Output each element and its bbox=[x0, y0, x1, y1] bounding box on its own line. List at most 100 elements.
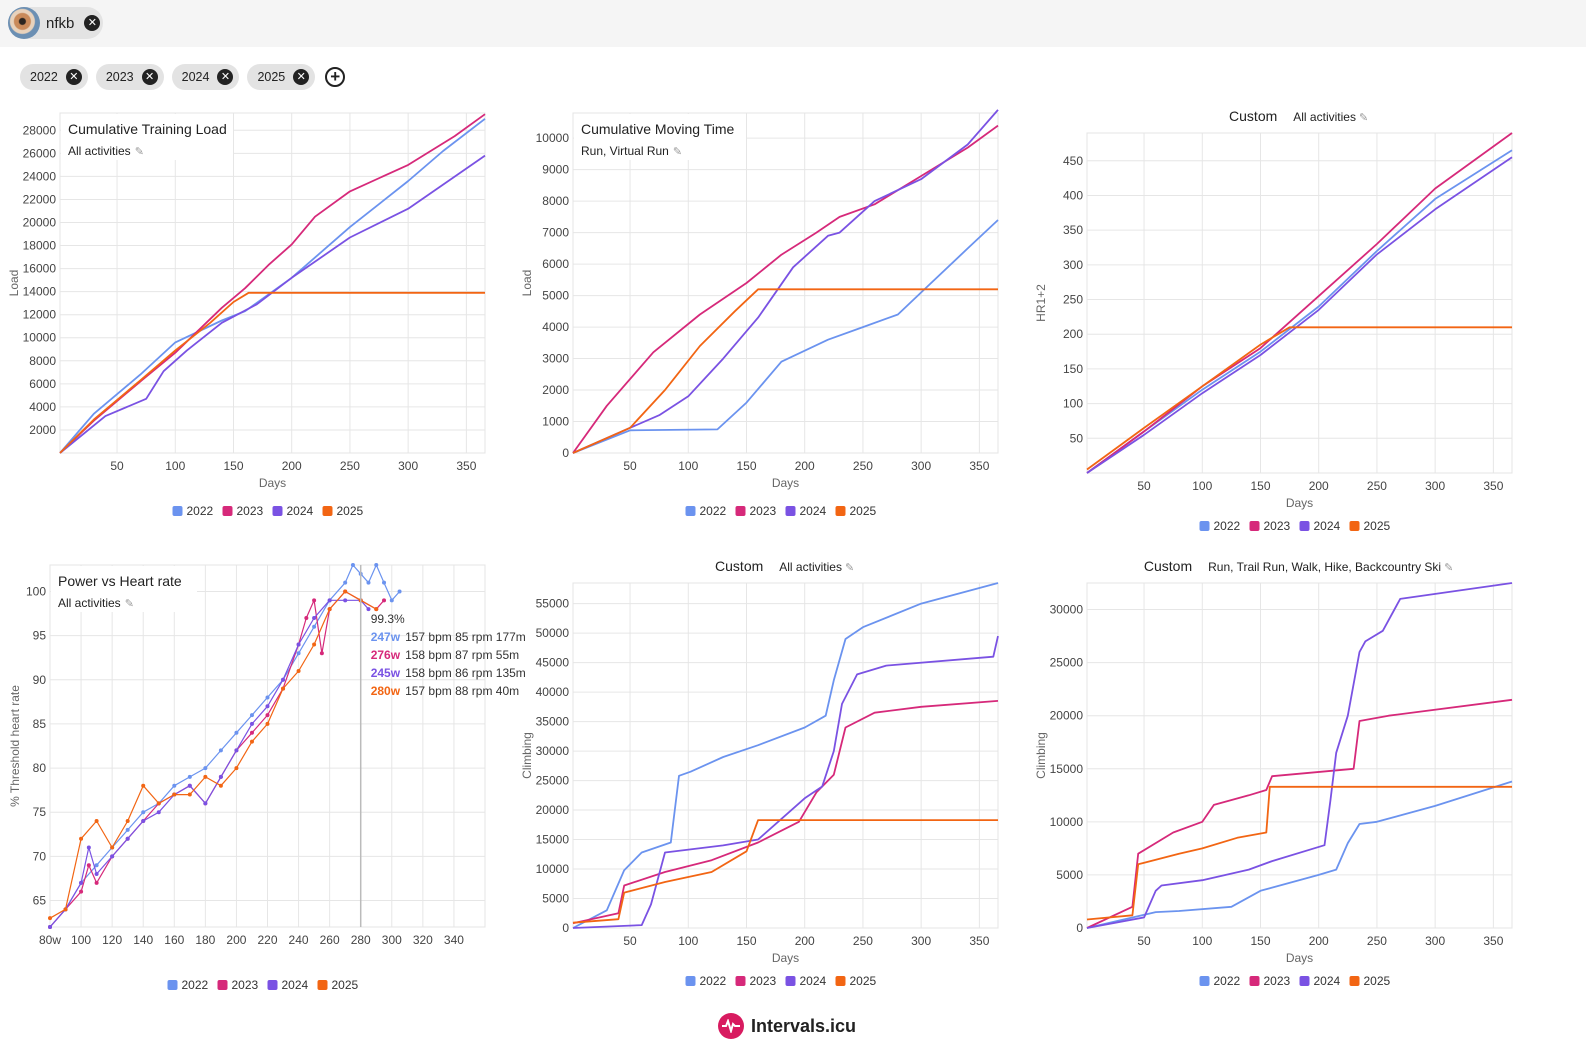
series-point-2024 bbox=[125, 836, 130, 841]
x-tick-label: 250 bbox=[1367, 934, 1387, 948]
chart-title: Custom bbox=[1144, 558, 1192, 574]
x-tick-label: 240 bbox=[289, 933, 309, 947]
series-point-2022 bbox=[141, 810, 146, 815]
legend-swatch-2022 bbox=[167, 980, 178, 990]
series-point-2025 bbox=[156, 801, 161, 806]
x-tick-label: 200 bbox=[1309, 479, 1329, 493]
x-tick-label: 300 bbox=[911, 934, 931, 948]
x-tick-label: 150 bbox=[223, 459, 243, 473]
year-chip-label: 2025 bbox=[257, 70, 286, 84]
series-point-2024 bbox=[86, 845, 91, 850]
plus-circle-icon[interactable]: + bbox=[325, 67, 346, 87]
legend-label: 2025 bbox=[850, 504, 877, 518]
x-tick-label: 250 bbox=[853, 459, 873, 473]
y-axis-label: Load bbox=[520, 270, 534, 297]
y-tick-label: 55000 bbox=[536, 597, 570, 611]
legend-label: 2024 bbox=[287, 504, 314, 518]
close-circle-icon[interactable]: ✕ bbox=[293, 69, 310, 85]
y-tick-label: 450 bbox=[1063, 154, 1083, 168]
series-point-2022 bbox=[350, 563, 355, 567]
legend-label: 2022 bbox=[700, 974, 727, 988]
series-point-2024 bbox=[79, 880, 84, 885]
x-tick-label: 260 bbox=[320, 933, 340, 947]
series-point-2022 bbox=[234, 730, 239, 735]
series-point-2024 bbox=[234, 748, 239, 753]
legend-label: 2023 bbox=[750, 974, 777, 988]
y-tick-label: 350 bbox=[1063, 223, 1083, 237]
legend-swatch-2023 bbox=[735, 506, 746, 516]
series-line-2022 bbox=[572, 219, 999, 454]
legend-swatch-2025 bbox=[835, 506, 846, 516]
x-tick-label: 200 bbox=[226, 933, 246, 947]
close-circle-icon[interactable]: ✕ bbox=[141, 69, 158, 85]
legend-swatch-2023 bbox=[735, 976, 746, 986]
y-tick-label: 0 bbox=[562, 921, 569, 935]
legend-swatch-2024 bbox=[1299, 521, 1310, 531]
year-chip-2022[interactable]: 2022 ✕ bbox=[20, 64, 88, 90]
series-point-2022 bbox=[312, 624, 317, 629]
year-chip-2023[interactable]: 2023 ✕ bbox=[95, 64, 164, 90]
tooltip-power: 280w bbox=[371, 684, 401, 698]
x-tick-label: 150 bbox=[1250, 479, 1270, 493]
y-tick-label: 65 bbox=[33, 894, 47, 908]
legend-label: 2024 bbox=[1314, 519, 1341, 533]
y-tick-label: 22000 bbox=[23, 192, 57, 206]
plot-area bbox=[1086, 582, 1513, 929]
year-chip-2025[interactable]: 2025 ✕ bbox=[247, 64, 316, 90]
legend-label: 2022 bbox=[187, 504, 214, 518]
y-tick-label: 10000 bbox=[536, 862, 570, 876]
series-point-2022 bbox=[389, 598, 394, 603]
series-line-2024 bbox=[59, 154, 486, 454]
series-line-2022 bbox=[1086, 780, 1513, 929]
y-tick-label: 400 bbox=[1063, 188, 1083, 202]
y-tick-label: 5000 bbox=[1056, 868, 1083, 882]
series-point-2022 bbox=[397, 589, 402, 594]
x-tick-label: 50 bbox=[110, 459, 124, 473]
legend-label: 2023 bbox=[232, 978, 259, 992]
series-point-2025 bbox=[172, 792, 177, 797]
chart-power-vs-heart-rate: 65 70 75 80 85 90 95 100 80w 100 120 140 160 180 200 22… bbox=[0, 555, 540, 992]
plot-area bbox=[572, 582, 999, 929]
y-tick-label: 0 bbox=[1076, 921, 1083, 935]
x-tick-label: 350 bbox=[456, 459, 476, 473]
chart-title: Custom bbox=[715, 558, 763, 574]
close-circle-icon[interactable]: ✕ bbox=[65, 69, 82, 85]
series-point-2024 bbox=[187, 783, 192, 788]
y-tick-label: 10000 bbox=[1050, 815, 1084, 829]
series-point-2023 bbox=[249, 730, 254, 735]
close-circle-icon[interactable]: ✕ bbox=[84, 15, 101, 31]
x-tick-label: 100 bbox=[678, 934, 698, 948]
x-tick-label: 100 bbox=[1192, 934, 1212, 948]
chart-custom-climbing: 0 5000 10000 15000 20000 25000 30000 35000 40000… bbox=[515, 555, 1015, 995]
legend-label: 2022 bbox=[1214, 519, 1241, 533]
chart-subtitle: All activities bbox=[1293, 110, 1356, 124]
year-filters: 2022 ✕ 2023 ✕ 2024 ✕ 2025 ✕ + bbox=[20, 64, 346, 90]
series-point-2024 bbox=[203, 801, 208, 806]
y-axis-label: % Threshold heart rate bbox=[8, 685, 22, 807]
series-line-2025 bbox=[1086, 785, 1512, 921]
y-tick-label: 8000 bbox=[29, 354, 56, 368]
series-line-2022 bbox=[572, 582, 999, 929]
user-chip[interactable]: nfkb ✕ bbox=[8, 7, 103, 39]
plot-area bbox=[1086, 132, 1513, 474]
series-point-2022 bbox=[172, 783, 177, 788]
series-point-2024 bbox=[366, 607, 371, 612]
close-circle-icon[interactable]: ✕ bbox=[217, 69, 234, 85]
series-point-2023 bbox=[382, 598, 387, 603]
series-point-2022 bbox=[343, 580, 348, 585]
legend-label: 2024 bbox=[800, 504, 827, 518]
y-tick-label: 15000 bbox=[1050, 762, 1084, 776]
series-line-2023 bbox=[1086, 132, 1513, 474]
x-tick-label: 150 bbox=[736, 459, 756, 473]
year-chip-2024[interactable]: 2024 ✕ bbox=[171, 64, 240, 90]
y-tick-label: 3000 bbox=[542, 352, 569, 366]
series-point-2025 bbox=[265, 721, 270, 726]
footer-brand[interactable]: Intervals.icu bbox=[718, 1012, 856, 1040]
x-axis-label: Days bbox=[1286, 951, 1313, 965]
x-tick-label: 50 bbox=[623, 459, 637, 473]
series-point-2024 bbox=[156, 810, 161, 815]
y-axis-label: Load bbox=[7, 270, 21, 297]
series-point-2025 bbox=[234, 766, 239, 771]
chart-title: Custom bbox=[1229, 108, 1277, 124]
y-tick-label: 5000 bbox=[542, 892, 569, 906]
